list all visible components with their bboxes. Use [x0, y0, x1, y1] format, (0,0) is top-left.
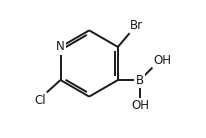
- Text: N: N: [56, 40, 65, 53]
- Text: Cl: Cl: [34, 94, 46, 107]
- Text: Br: Br: [130, 19, 143, 32]
- Text: OH: OH: [131, 99, 149, 112]
- Text: OH: OH: [153, 54, 171, 67]
- Text: B: B: [136, 74, 144, 87]
